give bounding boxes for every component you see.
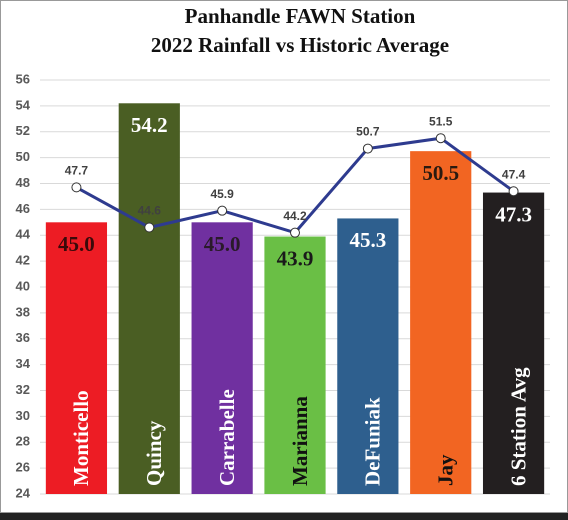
bar	[482, 192, 545, 494]
y-tick-label: 26	[16, 460, 30, 475]
line-label: 51.5	[429, 114, 453, 128]
y-tick-label: 56	[16, 71, 30, 86]
bar	[191, 222, 253, 494]
y-tick-label: 30	[16, 408, 30, 423]
category-label: Monticello	[69, 390, 93, 486]
y-tick-label: 50	[16, 149, 30, 164]
y-tick-label: 48	[16, 175, 30, 190]
y-tick-label: 34	[16, 356, 31, 371]
bar	[118, 103, 180, 494]
line-marker	[71, 182, 82, 193]
category-label: Marianna	[288, 396, 312, 486]
value-label: 43.9	[277, 246, 314, 270]
chart-title: Panhandle FAWN Station	[185, 4, 416, 28]
line-marker	[290, 227, 300, 238]
chart-subtitle: 2022 Rainfall vs Historic Average	[151, 33, 449, 57]
line-marker	[217, 205, 228, 216]
y-tick-label: 52	[16, 123, 30, 138]
value-label: 47.3	[495, 202, 532, 226]
y-tick-label: 54	[16, 97, 31, 112]
value-label: 45.0	[204, 232, 241, 256]
line-marker	[362, 143, 373, 154]
y-tick-label: 46	[16, 201, 30, 216]
value-label: 45.0	[58, 232, 95, 256]
y-tick-label: 32	[16, 382, 30, 397]
y-tick-label: 42	[16, 253, 30, 268]
y-tick-label: 36	[16, 330, 30, 345]
y-tick-label: 28	[16, 434, 30, 449]
category-label: Carrabelle	[215, 389, 239, 486]
line-label: 47.4	[502, 167, 526, 181]
bottom-bar	[0, 513, 568, 520]
line-label: 44.6	[138, 204, 162, 218]
line-marker	[144, 222, 155, 233]
y-tick-label: 44	[16, 227, 31, 242]
category-label: DeFuniak	[361, 397, 385, 486]
line-marker	[435, 133, 446, 144]
value-label: 50.5	[422, 161, 459, 185]
line-label: 44.2	[283, 209, 307, 223]
y-tick-label: 40	[16, 278, 30, 293]
category-label: Jay	[434, 454, 458, 486]
line-marker	[508, 186, 519, 197]
bar	[410, 151, 472, 494]
bar	[264, 236, 326, 494]
bar	[45, 222, 108, 494]
y-tick-label: 24	[16, 485, 31, 500]
value-label: 54.2	[131, 113, 168, 137]
value-label: 45.3	[349, 228, 386, 252]
line-label: 45.9	[210, 187, 234, 201]
bar	[337, 218, 399, 494]
line-label: 50.7	[356, 125, 380, 139]
line-label: 47.7	[65, 164, 89, 178]
category-label: 6 Station Avg	[506, 367, 530, 486]
y-tick-label: 38	[16, 304, 30, 319]
category-label: Quincy	[142, 420, 166, 486]
